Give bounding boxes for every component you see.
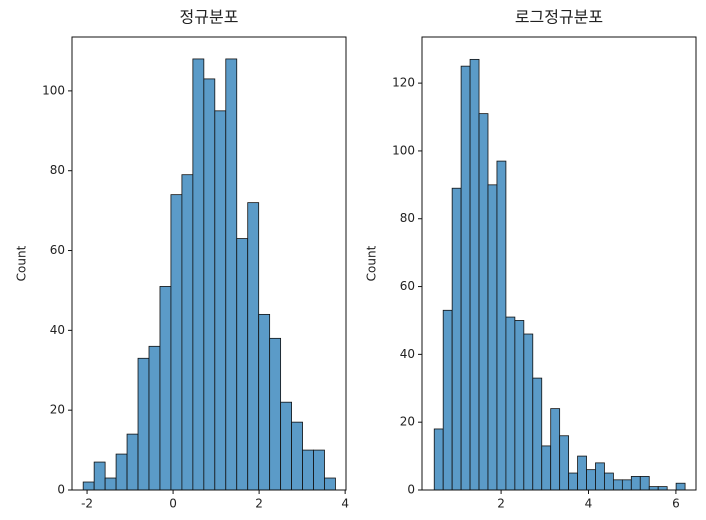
bar — [478, 113, 489, 491]
y-axis-label: Count — [15, 245, 29, 281]
bar — [148, 345, 161, 491]
bar — [203, 78, 216, 491]
y-tick-label: 80 — [400, 211, 415, 225]
bar — [595, 462, 605, 491]
bar — [505, 316, 516, 491]
bar — [93, 461, 106, 491]
bar — [192, 58, 205, 491]
bar — [460, 65, 471, 491]
bar — [442, 309, 453, 491]
bar — [280, 401, 292, 491]
chart-title: 정규분포 — [180, 8, 239, 27]
bar — [82, 481, 95, 491]
x-tick-label: 2 — [255, 497, 263, 511]
y-tick-label: 100 — [392, 143, 415, 157]
bar — [247, 202, 260, 491]
axes-frame — [71, 36, 347, 491]
bar — [586, 469, 596, 491]
bar — [577, 455, 587, 491]
bar — [675, 482, 686, 491]
axes-frame — [421, 36, 697, 491]
bar — [523, 333, 534, 491]
bar — [291, 421, 303, 491]
bar — [451, 187, 462, 491]
x-tick-label: -2 — [81, 497, 93, 511]
bar — [657, 486, 668, 491]
chart-title: 로그정규분포 — [515, 8, 603, 27]
bar — [559, 435, 570, 491]
bar — [302, 449, 314, 491]
bar — [313, 449, 325, 491]
bar — [613, 479, 623, 491]
y-tick-label: 80 — [50, 163, 65, 177]
bar — [115, 453, 128, 491]
bar — [648, 486, 659, 491]
bar — [159, 286, 172, 491]
y-tick-label: 0 — [57, 483, 65, 497]
y-tick-label: 40 — [50, 323, 65, 337]
y-tick-label: 0 — [407, 483, 415, 497]
bar — [137, 357, 150, 491]
x-tick-label: 6 — [672, 497, 680, 511]
bar — [236, 238, 249, 491]
bar — [496, 160, 507, 491]
y-tick-label: 100 — [42, 83, 65, 97]
bar — [126, 433, 139, 491]
y-axis-label: Count — [365, 245, 379, 281]
bar — [604, 472, 614, 491]
bar — [639, 476, 650, 491]
x-tick-label: 2 — [497, 497, 505, 511]
x-tick-label: 4 — [341, 497, 349, 511]
bar — [541, 445, 552, 491]
y-tick-label: 120 — [392, 76, 415, 90]
bar — [621, 479, 632, 491]
bar — [550, 408, 561, 491]
y-tick-label: 60 — [50, 243, 65, 257]
y-tick-label: 60 — [400, 279, 415, 293]
y-tick-label: 40 — [400, 347, 415, 361]
bar — [181, 174, 194, 491]
bar — [269, 337, 282, 491]
bar — [170, 194, 183, 491]
bar — [630, 476, 641, 491]
bar — [433, 428, 444, 491]
bar — [214, 110, 227, 491]
bar — [258, 313, 271, 491]
bar — [469, 58, 480, 491]
bar — [487, 184, 498, 491]
bar — [324, 477, 336, 491]
bar — [225, 58, 238, 491]
bar — [532, 377, 543, 491]
bar — [568, 472, 578, 491]
x-tick-label: 4 — [585, 497, 593, 511]
y-tick-label: 20 — [50, 403, 65, 417]
y-tick-label: 20 — [400, 415, 415, 429]
x-tick-label: 0 — [169, 497, 177, 511]
bar — [514, 320, 525, 491]
bar — [104, 477, 117, 491]
